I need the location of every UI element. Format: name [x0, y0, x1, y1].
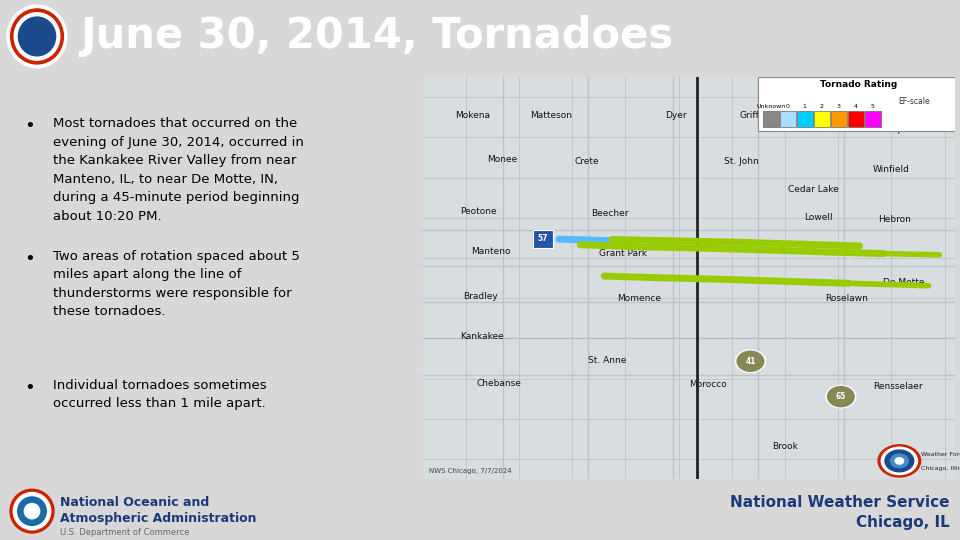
Text: De Motte: De Motte [883, 278, 924, 287]
Circle shape [878, 445, 921, 477]
Text: •: • [24, 379, 35, 396]
Circle shape [895, 458, 903, 464]
Text: Chicago, IL: Chicago, IL [856, 515, 950, 530]
Circle shape [735, 350, 765, 373]
Circle shape [14, 13, 60, 60]
Text: Two areas of rotation spaced about 5
miles apart along the line of
thunderstorms: Two areas of rotation spaced about 5 mil… [53, 250, 300, 319]
Circle shape [24, 503, 39, 519]
Bar [848, 111, 864, 127]
Text: Winfield: Winfield [873, 165, 910, 174]
Bar [814, 111, 829, 127]
Circle shape [737, 351, 764, 372]
Text: Manteno: Manteno [471, 247, 511, 256]
Circle shape [890, 454, 908, 468]
Circle shape [17, 497, 46, 525]
Bar [830, 111, 847, 127]
Text: 65: 65 [835, 392, 846, 401]
Text: National Oceanic and: National Oceanic and [60, 496, 209, 509]
Text: Chebanse: Chebanse [476, 379, 521, 388]
Circle shape [10, 489, 54, 533]
Text: U.S. Department of Commerce: U.S. Department of Commerce [60, 528, 189, 537]
Text: Cedar Lake: Cedar Lake [787, 185, 838, 194]
Text: Hebron: Hebron [878, 215, 911, 224]
Text: St. Anne: St. Anne [588, 356, 627, 365]
Text: Griffith: Griffith [740, 111, 772, 120]
Text: Crete: Crete [575, 157, 600, 166]
Text: Rensselaer: Rensselaer [873, 382, 923, 391]
Text: Roselawn: Roselawn [825, 294, 868, 303]
Bar [780, 111, 796, 127]
Text: •: • [24, 250, 35, 268]
Text: 2: 2 [820, 104, 824, 109]
Bar [797, 111, 813, 127]
Text: Beecher: Beecher [591, 210, 629, 218]
Text: St. John: St. John [724, 157, 758, 166]
Text: Kankakee: Kankakee [461, 332, 504, 341]
Text: 0: 0 [785, 104, 790, 109]
Text: Tornado Rating: Tornado Rating [820, 80, 897, 90]
Circle shape [828, 387, 854, 407]
Circle shape [7, 5, 67, 68]
Text: 41: 41 [745, 357, 756, 366]
Text: 1: 1 [803, 104, 806, 109]
Bar [762, 111, 779, 127]
Text: 4: 4 [853, 104, 857, 109]
Text: Valparaiso: Valparaiso [886, 125, 929, 134]
Text: EF-scale: EF-scale [899, 97, 930, 105]
Text: 57: 57 [538, 234, 548, 243]
Text: •: • [24, 117, 35, 136]
Text: Atmospheric Administration: Atmospheric Administration [60, 511, 256, 525]
Text: Chicago, Illinois: Chicago, Illinois [921, 466, 960, 471]
Text: Most tornadoes that occurred on the
evening of June 30, 2014, occurred in
the Ka: Most tornadoes that occurred on the even… [53, 117, 303, 223]
Circle shape [881, 447, 918, 475]
Circle shape [826, 386, 855, 408]
Text: Ho: Ho [809, 111, 821, 120]
Text: Momence: Momence [617, 294, 661, 303]
Text: June 30, 2014, Tornadoes: June 30, 2014, Tornadoes [80, 16, 673, 57]
Text: Unknown: Unknown [756, 104, 785, 109]
Circle shape [885, 450, 914, 472]
Text: Dyer: Dyer [665, 111, 687, 120]
Text: Brook: Brook [772, 442, 798, 450]
Bar [758, 77, 958, 131]
Bar [865, 111, 880, 127]
Text: Monee: Monee [487, 155, 517, 164]
Text: Weather Forecast Office: Weather Forecast Office [921, 452, 960, 457]
Text: 3: 3 [837, 104, 841, 109]
Text: Peotone: Peotone [461, 207, 497, 217]
Circle shape [11, 9, 63, 64]
Text: National Weather Service: National Weather Service [731, 495, 950, 510]
Text: Matteson: Matteson [530, 111, 572, 120]
Text: Grant Park: Grant Park [599, 249, 647, 259]
Text: NWS Chicago, 7/7/2024: NWS Chicago, 7/7/2024 [429, 468, 512, 474]
Text: Bradley: Bradley [464, 292, 498, 301]
Text: Lowell: Lowell [804, 213, 832, 222]
Text: Mokena: Mokena [455, 111, 491, 120]
Text: 5: 5 [871, 104, 875, 109]
Circle shape [18, 17, 56, 56]
Text: Morocco: Morocco [689, 380, 727, 389]
Circle shape [13, 492, 51, 530]
Bar [534, 230, 553, 247]
Text: Individual tornadoes sometimes
occurred less than 1 mile apart.: Individual tornadoes sometimes occurred … [53, 379, 266, 410]
